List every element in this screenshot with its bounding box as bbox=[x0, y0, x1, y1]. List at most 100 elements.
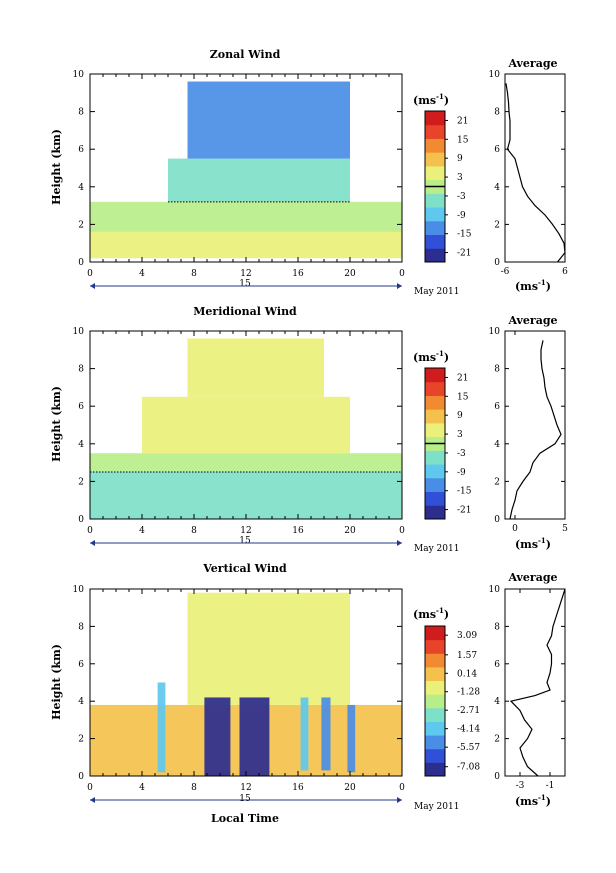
average-x-label: (ms-1) bbox=[515, 793, 551, 808]
x-tick-label: 16 bbox=[292, 526, 304, 536]
day-label: 15 bbox=[239, 279, 251, 289]
average-x-tick-label: 0 bbox=[512, 524, 518, 534]
y-tick-label: 2 bbox=[78, 477, 84, 487]
average-x-label: (ms-1) bbox=[515, 278, 551, 293]
average-y-tick-label: 8 bbox=[494, 108, 500, 118]
colorbar-tick-label: -3 bbox=[457, 192, 466, 202]
average-y-tick-label: 2 bbox=[494, 220, 500, 230]
x-tick-label: 8 bbox=[191, 269, 197, 279]
colorbar-segment bbox=[425, 505, 445, 520]
average-y-tick-label: 6 bbox=[494, 145, 500, 155]
colorbar-segment bbox=[425, 680, 445, 695]
average-y-tick-label: 2 bbox=[494, 477, 500, 487]
day-axis-arrow-left bbox=[90, 540, 95, 546]
average-y-tick-label: 10 bbox=[489, 327, 501, 337]
average-y-tick-label: 4 bbox=[494, 183, 500, 193]
colorbar-segment bbox=[425, 422, 445, 438]
heatmap-cell bbox=[187, 592, 350, 705]
y-tick-label: 10 bbox=[73, 70, 85, 80]
y-tick-label: 0 bbox=[78, 515, 84, 525]
colorbar-tick-label: 0.14 bbox=[457, 669, 477, 679]
colorbar-tick-label: -9 bbox=[457, 211, 466, 221]
colorbar-segment bbox=[425, 748, 445, 763]
colorbar-segment bbox=[425, 124, 445, 139]
colorbar-tick-label: -9 bbox=[457, 468, 466, 478]
average-x-tick-label: 6 bbox=[562, 267, 568, 277]
colorbar-tick-label: -7.08 bbox=[457, 763, 480, 773]
day-label: 15 bbox=[239, 794, 251, 804]
y-tick-label: 2 bbox=[78, 735, 84, 745]
heatmap-cell bbox=[90, 472, 402, 519]
average-profile-line bbox=[509, 340, 562, 520]
colorbar-segment bbox=[425, 721, 445, 736]
colorbar-tick-label: 9 bbox=[457, 154, 463, 164]
y-axis-label: Height (km) bbox=[50, 644, 63, 720]
colorbar-segment bbox=[425, 234, 445, 249]
average-y-tick-label: 10 bbox=[489, 585, 501, 595]
average-x-tick-label: -1 bbox=[546, 781, 555, 791]
panel-title: Zonal Wind bbox=[210, 48, 281, 61]
y-tick-label: 6 bbox=[78, 145, 84, 155]
average-x-tick-label: 5 bbox=[562, 524, 568, 534]
x-tick-label: 0 bbox=[399, 783, 405, 793]
y-tick-label: 2 bbox=[78, 220, 84, 230]
colorbar-segment bbox=[425, 477, 445, 493]
colorbar-segment bbox=[425, 639, 445, 654]
date-label: May 2011 bbox=[414, 544, 459, 554]
date-label: May 2011 bbox=[414, 802, 459, 812]
zonal-wind-panel: Zonal Wind Height (km) 15 May 2011 Avera… bbox=[50, 48, 568, 297]
x-tick-label: 4 bbox=[139, 269, 145, 279]
y-tick-label: 6 bbox=[78, 660, 84, 670]
heatmap-cell bbox=[90, 231, 402, 259]
colorbar-segment bbox=[425, 165, 445, 181]
colorbar-tick-label: -21 bbox=[457, 506, 472, 516]
y-tick-label: 8 bbox=[78, 365, 84, 375]
x-tick-label: 4 bbox=[139, 526, 145, 536]
y-tick-label: 4 bbox=[78, 697, 84, 707]
average-title: Average bbox=[507, 57, 557, 70]
colorbar-tick-label: 9 bbox=[457, 411, 463, 421]
colorbar-tick-label: -5.57 bbox=[457, 743, 480, 753]
colorbar-tick-label: -15 bbox=[457, 487, 472, 497]
average-y-tick-label: 4 bbox=[494, 697, 500, 707]
average-y-tick-label: 10 bbox=[489, 70, 501, 80]
colorbar-segment bbox=[425, 193, 445, 208]
colorbar-segment bbox=[425, 626, 445, 641]
average-title: Average bbox=[507, 571, 557, 584]
x-tick-label: 8 bbox=[191, 783, 197, 793]
y-tick-label: 8 bbox=[78, 622, 84, 632]
colorbar-unit: (ms-1) bbox=[413, 92, 449, 107]
colorbar-segment bbox=[425, 491, 445, 506]
heatmap-cell bbox=[347, 704, 356, 773]
date-label: May 2011 bbox=[414, 287, 459, 297]
y-tick-label: 4 bbox=[78, 183, 84, 193]
heatmap-cell bbox=[239, 697, 270, 776]
x-tick-label: 0 bbox=[399, 526, 405, 536]
colorbar-segment bbox=[425, 666, 445, 682]
vertical-wind-panel: Vertical Wind Height (km) 15 May 2011 Lo… bbox=[50, 562, 566, 825]
colorbar-segment bbox=[425, 707, 445, 722]
heatmap-cell bbox=[157, 682, 166, 773]
colorbar-tick-label: 1.57 bbox=[457, 651, 477, 661]
colorbar-tick-label: 15 bbox=[457, 392, 469, 402]
heatmap-cell bbox=[204, 697, 231, 776]
colorbar-segment bbox=[425, 368, 445, 383]
colorbar-tick-label: -2.71 bbox=[457, 706, 480, 716]
y-tick-label: 10 bbox=[73, 327, 85, 337]
x-axis-label: Local Time bbox=[211, 812, 279, 825]
average-y-tick-label: 2 bbox=[494, 735, 500, 745]
colorbar-segment bbox=[425, 381, 445, 396]
average-y-tick-label: 0 bbox=[494, 258, 500, 268]
average-y-tick-label: 8 bbox=[494, 365, 500, 375]
day-axis-arrow-left bbox=[90, 797, 95, 803]
average-profile-line bbox=[505, 83, 566, 263]
x-tick-label: 20 bbox=[344, 526, 356, 536]
average-y-tick-label: 4 bbox=[494, 440, 500, 450]
colorbar-segment bbox=[425, 152, 445, 167]
x-tick-label: 0 bbox=[399, 269, 405, 279]
average-x-tick-label: -6 bbox=[501, 267, 510, 277]
y-axis-label: Height (km) bbox=[50, 129, 63, 205]
colorbar-unit: (ms-1) bbox=[413, 606, 449, 621]
average-frame bbox=[504, 588, 566, 777]
